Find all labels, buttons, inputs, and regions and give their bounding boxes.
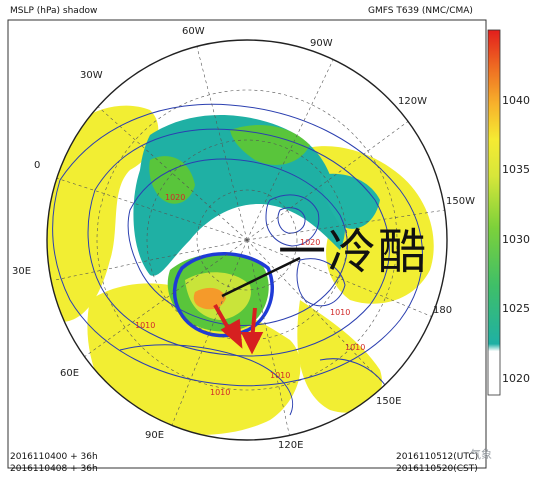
hemisphere-map: 1010 1010 1010 1010 1010 1020 1020 — [47, 40, 447, 440]
shade-siberian-high-core — [193, 287, 226, 310]
handwritten-annotation: 一冷酷 — [278, 224, 429, 280]
lon-label-60e: 60E — [60, 368, 80, 379]
isobar-label: 1010 — [135, 321, 155, 330]
isobar-label: 1020 — [165, 193, 185, 202]
isobar-label: 1010 — [270, 371, 290, 380]
annotation-pointer — [221, 256, 301, 298]
forecast-time-line1: 2016110400 + 36h — [10, 452, 98, 462]
lon-label-90e: 90E — [145, 430, 165, 441]
lon-label-60w: 60W — [182, 26, 205, 37]
valid-time-cst: 2016110520(CST) — [396, 464, 478, 474]
isobar-label: 1010 — [210, 388, 230, 397]
isobar-label: 1020 — [300, 238, 320, 247]
isobars — [52, 103, 423, 416]
colorbar-label: 1020 — [502, 372, 530, 385]
colorbar-label: 1040 — [502, 94, 530, 107]
watermark: 气象 — [470, 448, 492, 461]
valid-time-utc: 2016110512(UTC) — [396, 452, 479, 462]
lon-label-150w: 150W — [446, 196, 475, 207]
lon-label-180: 180 — [433, 305, 453, 316]
map-title-right: GMFS T639 (NMC/CMA) — [368, 6, 473, 16]
isobar-label: 1010 — [345, 343, 365, 352]
lon-label-120e: 120E — [278, 440, 304, 451]
graticule — [47, 46, 446, 439]
shade-green-w — [149, 156, 195, 204]
lon-label-120w: 120W — [398, 96, 427, 107]
colorbar-label: 1035 — [502, 163, 530, 176]
siberian-high-outline — [172, 252, 274, 338]
shade-atlantic-europe — [47, 105, 159, 322]
lon-label-30w: 30W — [80, 70, 103, 81]
map-title-left: MSLP (hPa) shadow — [10, 6, 98, 16]
colorbar-label: 1030 — [502, 233, 530, 246]
globe-border — [46, 39, 448, 441]
pressure-colorbar — [487, 29, 501, 396]
lon-label-30e: 30E — [12, 266, 32, 277]
lon-label-90w: 90W — [310, 38, 333, 49]
lon-label-150e: 150E — [376, 396, 402, 407]
forecast-time-line2: 2016110408 + 36h — [10, 464, 98, 474]
isobar-label: 1010 — [330, 308, 350, 317]
shade-green-ne — [230, 125, 310, 165]
lon-label-0: 0 — [34, 160, 41, 171]
shade-pacific — [297, 300, 382, 413]
colorbar-label: 1025 — [502, 302, 530, 315]
cold-air-arrows — [213, 304, 264, 355]
